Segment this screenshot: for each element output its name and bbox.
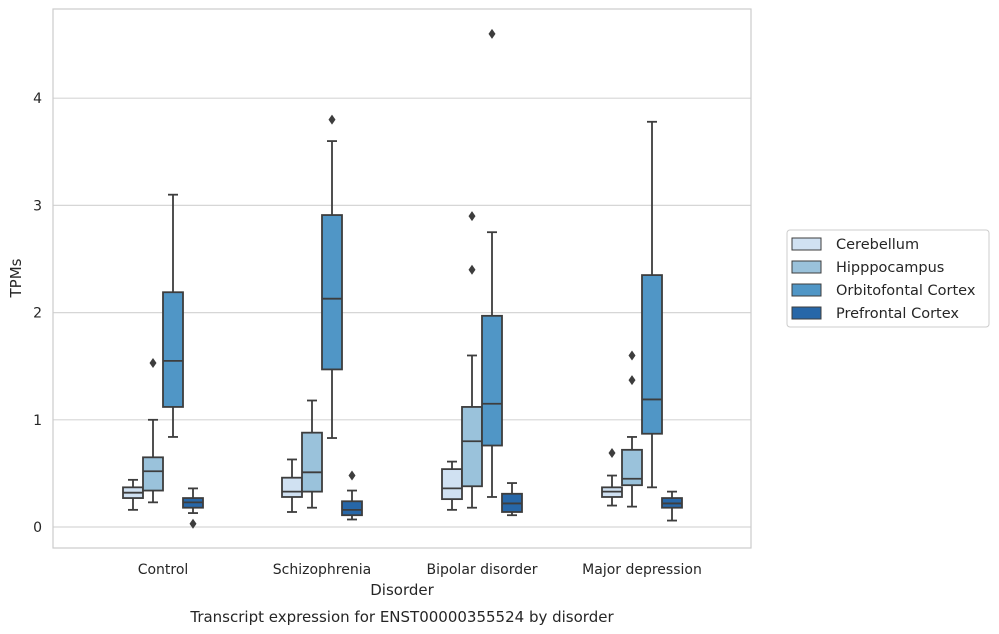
y-axis-label: TPMs bbox=[7, 258, 25, 298]
box-orbitofontal-cortex bbox=[641, 120, 663, 489]
legend-label: Cerebellum bbox=[836, 237, 919, 253]
box-body bbox=[281, 476, 303, 498]
y-tick-label: 4 bbox=[33, 91, 42, 107]
legend-swatch bbox=[791, 283, 822, 297]
legend-entries: Cerebellum Hipppocampus Orbitofontal Corte… bbox=[791, 237, 976, 322]
box-prefrontal-cortex bbox=[501, 482, 523, 517]
box-orbitofontal-cortex bbox=[481, 28, 503, 498]
box-orbitofontal-cortex bbox=[321, 114, 343, 439]
box-cerebellum bbox=[601, 448, 623, 507]
legend-label: Prefrontal Cortex bbox=[836, 306, 959, 322]
legend-swatch bbox=[791, 237, 822, 251]
box-body bbox=[162, 291, 184, 408]
box-body bbox=[441, 468, 463, 501]
legend-label: Orbitofontal Cortex bbox=[836, 283, 976, 299]
y-tick-label: 2 bbox=[33, 306, 42, 322]
box-hipppocampus bbox=[301, 399, 323, 509]
y-tick-label: 1 bbox=[33, 413, 42, 429]
box-hipppocampus bbox=[621, 350, 643, 508]
y-tick-label: 0 bbox=[33, 520, 42, 536]
box-body bbox=[461, 406, 483, 488]
legend-swatch bbox=[791, 306, 822, 320]
x-axis-label: Disorder bbox=[370, 581, 434, 599]
legend-label: Hipppocampus bbox=[836, 260, 944, 276]
box-cerebellum bbox=[122, 478, 144, 511]
x-tick-labels: Control Schizophrenia Bipolar disorder Majo… bbox=[138, 562, 702, 578]
box-hipppocampus bbox=[142, 357, 164, 504]
box-body bbox=[142, 456, 164, 492]
outlier-point bbox=[628, 350, 636, 361]
box-body bbox=[641, 274, 663, 435]
box-prefrontal-cortex bbox=[661, 490, 683, 522]
box-body bbox=[301, 431, 323, 493]
outlier-point bbox=[628, 375, 636, 386]
x-tick-label: Bipolar disorder bbox=[426, 562, 537, 578]
outlier-point bbox=[189, 518, 197, 529]
boxes bbox=[122, 28, 683, 529]
x-tick-label: Control bbox=[138, 562, 189, 578]
outlier-point bbox=[468, 264, 476, 275]
outlier-point bbox=[328, 114, 336, 125]
box-body bbox=[321, 214, 343, 371]
y-tick-label: 3 bbox=[33, 198, 42, 214]
box-cerebellum bbox=[441, 460, 463, 511]
box-orbitofontal-cortex bbox=[162, 193, 184, 438]
outlier-point bbox=[488, 28, 496, 39]
box-prefrontal-cortex bbox=[341, 470, 363, 521]
figure-caption: Transcript expression for ENST0000035552… bbox=[189, 608, 614, 626]
box-body bbox=[481, 314, 503, 447]
y-tick-labels: 0 1 2 3 4 bbox=[33, 91, 42, 536]
outlier-point bbox=[149, 357, 157, 368]
legend-swatch bbox=[791, 260, 822, 274]
x-tick-label: Schizophrenia bbox=[273, 562, 371, 578]
outlier-point bbox=[348, 470, 356, 481]
box-prefrontal-cortex bbox=[182, 487, 204, 529]
legend: Cerebellum Hipppocampus Orbitofontal Corte… bbox=[786, 229, 990, 328]
outlier-point bbox=[608, 448, 616, 459]
x-tick-label: Major depression bbox=[582, 562, 702, 578]
outlier-point bbox=[468, 211, 476, 222]
box-hipppocampus bbox=[461, 211, 483, 509]
box-body bbox=[621, 448, 643, 487]
box-body bbox=[341, 500, 363, 517]
legend-frame bbox=[786, 229, 990, 328]
plot-area-frame bbox=[52, 8, 752, 549]
box-cerebellum bbox=[281, 458, 303, 513]
